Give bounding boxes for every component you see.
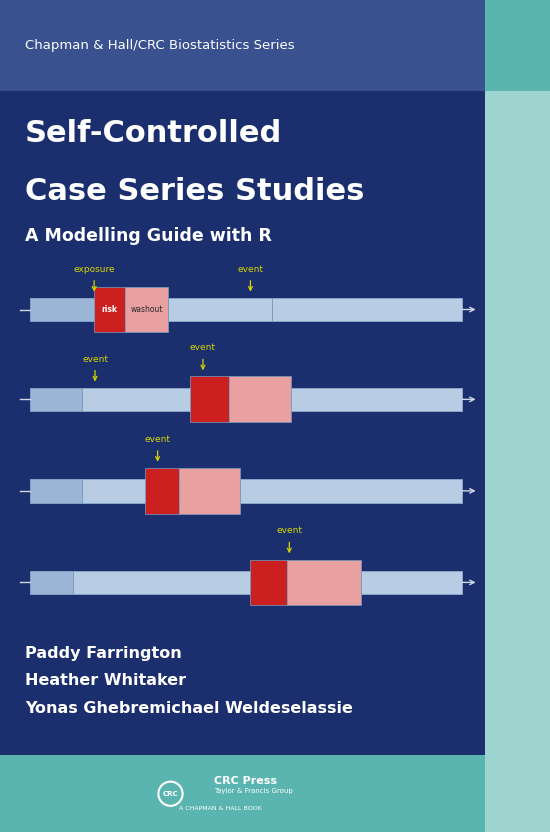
Text: Case Series Studies: Case Series Studies	[25, 177, 364, 206]
Bar	[30, 298, 94, 321]
Text: event: event	[82, 354, 108, 364]
Text: A Modelling Guide with R: A Modelling Guide with R	[25, 227, 272, 245]
Bar	[82, 388, 190, 411]
Bar	[30, 388, 82, 411]
Text: Self-Controlled: Self-Controlled	[25, 119, 282, 148]
Text: event: event	[190, 344, 216, 353]
Bar	[485, 0, 550, 91]
Text: exposure: exposure	[73, 265, 115, 274]
Text: event: event	[276, 527, 303, 536]
Bar	[250, 560, 287, 606]
Bar	[485, 755, 550, 832]
Bar	[125, 286, 168, 332]
Bar	[30, 571, 74, 594]
Text: Chapman & Hall/CRC Biostatistics Series: Chapman & Hall/CRC Biostatistics Series	[25, 39, 294, 52]
Text: event: event	[238, 265, 263, 274]
Bar	[30, 298, 462, 321]
Bar	[361, 571, 462, 594]
Bar	[145, 468, 179, 514]
Bar	[292, 388, 462, 411]
Bar	[485, 0, 550, 832]
Bar	[240, 479, 462, 503]
Text: risk: risk	[102, 305, 118, 314]
Text: Heather Whitaker: Heather Whitaker	[25, 673, 186, 688]
Bar	[94, 286, 125, 332]
Text: event: event	[145, 435, 170, 443]
Bar	[168, 298, 462, 321]
Bar	[190, 376, 229, 423]
Bar	[82, 479, 145, 503]
Text: Taylor & Francis Group: Taylor & Francis Group	[214, 788, 293, 795]
Text: CRC: CRC	[163, 790, 178, 797]
Bar	[30, 479, 82, 503]
Text: A CHAPMAN & HALL BOOK: A CHAPMAN & HALL BOOK	[179, 806, 261, 811]
Bar	[74, 571, 250, 594]
Bar	[229, 376, 292, 423]
Text: washout: washout	[130, 305, 163, 314]
Bar	[179, 468, 240, 514]
Bar	[30, 571, 462, 594]
Text: CRC Press: CRC Press	[214, 776, 278, 786]
Bar	[0, 755, 485, 832]
Bar	[287, 560, 361, 606]
Text: Yonas Ghebremichael Weldeselassie: Yonas Ghebremichael Weldeselassie	[25, 701, 353, 716]
Bar	[30, 479, 462, 503]
Text: Paddy Farrington: Paddy Farrington	[25, 646, 182, 661]
Bar	[0, 0, 485, 91]
Bar	[30, 388, 462, 411]
